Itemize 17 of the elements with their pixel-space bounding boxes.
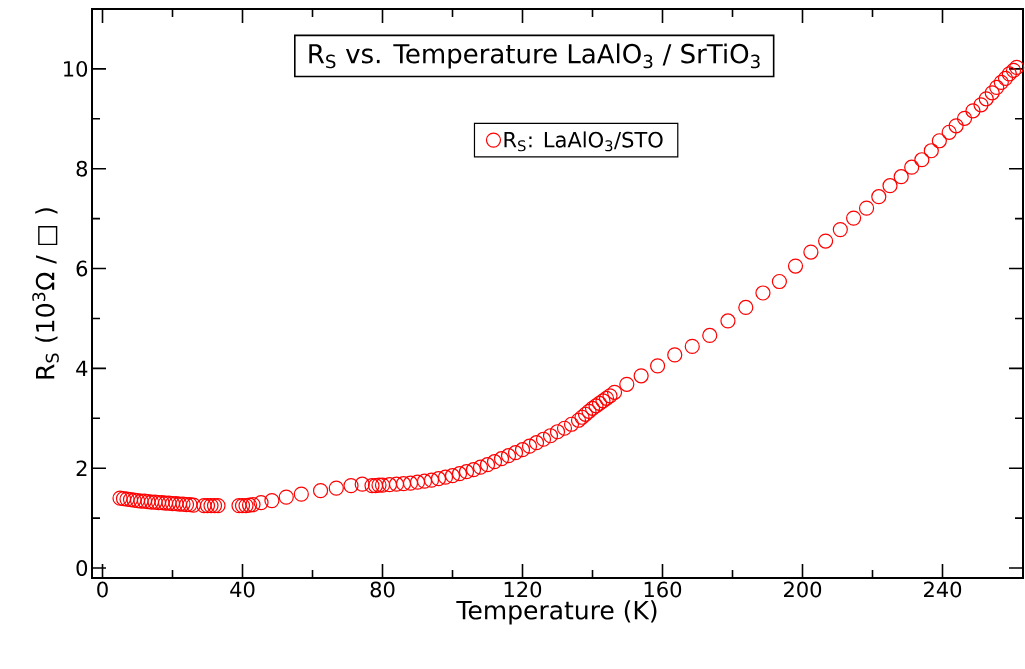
x-tick-label: 80 [370, 581, 395, 598]
x-tick-label: 40 [230, 581, 255, 598]
y-tick-label: 2 [76, 460, 87, 476]
x-tick-label: 0 [97, 581, 108, 598]
y-tick-label: 10 [64, 60, 88, 77]
x-axis-title: Temperature (K) [456, 600, 657, 625]
x-tick-label: 240 [924, 581, 962, 598]
x-tick-label: 200 [784, 581, 822, 598]
y-tick-label: 4 [76, 360, 88, 377]
x-tick-label: 120 [504, 581, 542, 598]
legend-label: R$_{S}$: LaAlO$_{3}$/STO [504, 131, 663, 152]
x-tick-label: 160 [644, 581, 682, 598]
y-axis-title: R$_{S}$ (10$^{3}$Ω / □ ) [32, 208, 59, 379]
y-tick-label: 8 [76, 160, 88, 177]
y-tick-label: 0 [76, 560, 88, 576]
text: R$_{S}$ vs. Temperature LaAlO$_{3}$ / SrTiO$_{3}$ [309, 43, 760, 69]
y-tick-label: 6 [76, 260, 88, 277]
